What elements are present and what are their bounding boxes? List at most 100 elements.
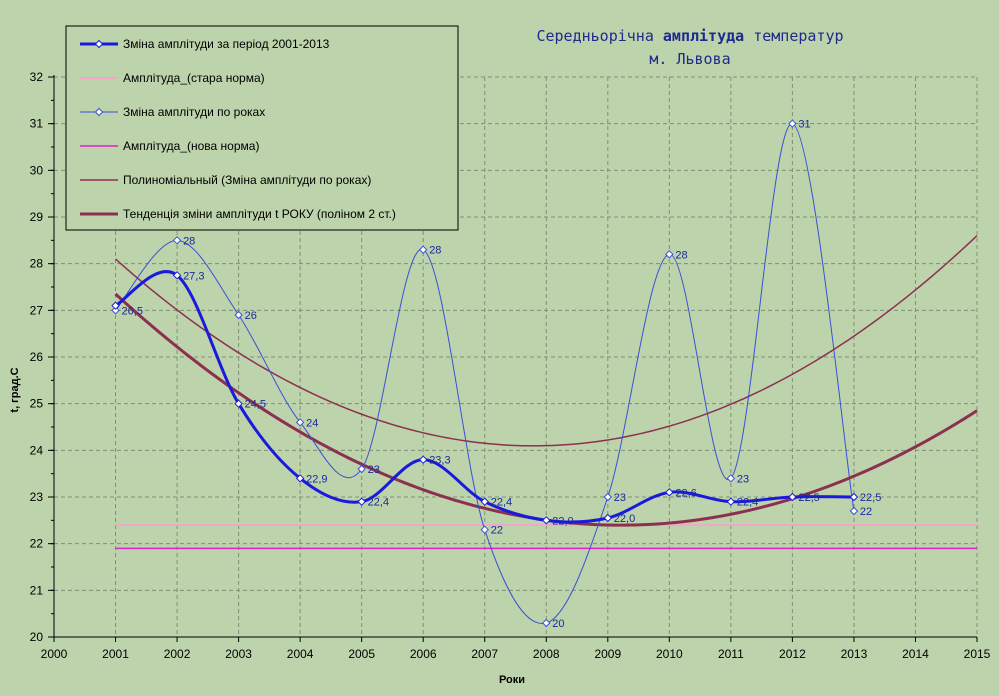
data-point-marker	[234, 399, 243, 408]
legend-marker	[94, 39, 104, 49]
data-point-marker	[172, 236, 182, 245]
data-labels: 26,5 28 26 24 23 28 22 20 23 28 23 31 22 27,3 24,5 22,9…	[122, 119, 882, 630]
data-point-marker	[603, 492, 613, 502]
axes: 2000 2001 2002 2003 2004 2005 2006 2007 2008 2009…	[30, 70, 991, 661]
data-point-marker	[172, 271, 182, 280]
legend-label: Тенденція зміни амплітуди t РОКУ (поліно…	[123, 207, 396, 221]
data-label: 28	[183, 235, 195, 247]
data-label: 22,4	[368, 497, 389, 509]
y-tick-label: 29	[30, 210, 44, 224]
series-line	[115, 123, 855, 624]
data-label: 23,3	[429, 455, 450, 467]
data-point-marker	[788, 492, 797, 502]
data-point-marker	[665, 250, 674, 259]
data-point-marker	[418, 245, 428, 254]
chart-title-line-2: м. Львова	[649, 50, 730, 68]
y-tick-label: 28	[30, 257, 44, 271]
y-axis-label: t, град.С	[9, 367, 21, 412]
data-point-marker	[111, 306, 120, 315]
x-tick-label: 2006	[410, 647, 437, 661]
title-run: м. Львова	[649, 50, 730, 68]
data-label: 23	[737, 473, 749, 485]
title-run: температур	[744, 27, 843, 45]
legend-label: Амплітуда_(нова норма)	[123, 139, 259, 153]
data-label: 20	[552, 618, 564, 630]
data-point-marker	[295, 418, 305, 427]
legend-marker	[94, 107, 104, 117]
legend-label: Зміна амплітуди за період 2001-2013	[123, 37, 330, 51]
x-tick-label: 2007	[471, 647, 498, 661]
x-tick-label: 2015	[964, 647, 991, 661]
x-tick-label: 2012	[779, 647, 806, 661]
title-run: амплітуда	[663, 27, 744, 45]
data-label: 31	[798, 119, 810, 131]
legend-label: Полиноміальный (Зміна амплітуди по роках…	[123, 173, 371, 187]
reference-lines	[115, 524, 977, 550]
legend-label: Зміна амплітуди по роках	[123, 105, 265, 119]
title-run: Середньорічна	[536, 27, 662, 45]
data-label: 27,3	[183, 270, 204, 282]
y-tick-label: 22	[30, 537, 44, 551]
data-point-marker	[849, 506, 859, 516]
x-tick-label: 2005	[348, 647, 375, 661]
data-label: 22	[860, 506, 872, 518]
data-label: 22,4	[737, 497, 758, 509]
series	[111, 119, 859, 628]
data-point-marker	[295, 474, 305, 483]
data-point-marker	[726, 497, 736, 506]
y-tick-label: 25	[30, 397, 44, 411]
series-line	[114, 270, 854, 524]
x-tick-label: 2003	[225, 647, 252, 661]
x-tick-label: 2014	[902, 647, 929, 661]
data-label: 22	[491, 525, 503, 537]
data-label: 22,5	[860, 492, 881, 504]
data-label: 23	[368, 464, 380, 476]
y-tick-label: 27	[30, 303, 44, 317]
y-tick-label: 26	[30, 350, 44, 364]
data-label: 28	[675, 249, 687, 261]
y-tick-label: 20	[30, 630, 44, 644]
data-label: 26,5	[122, 305, 143, 317]
x-tick-label: 2002	[164, 647, 191, 661]
x-tick-label: 2001	[102, 647, 129, 661]
data-label: 22,0	[614, 513, 635, 525]
data-label: 22,0	[552, 515, 573, 527]
data-label: 24	[306, 417, 318, 429]
x-tick-label: 2004	[287, 647, 314, 661]
y-tick-label: 32	[30, 70, 44, 84]
data-point-marker	[234, 310, 243, 320]
y-tick-label: 31	[30, 117, 44, 131]
data-point-marker	[665, 488, 674, 497]
data-point-marker	[480, 497, 489, 506]
data-point-marker	[603, 513, 613, 523]
legend-label: Амплітуда_(стара норма)	[123, 71, 265, 85]
data-label: 26	[245, 310, 257, 322]
y-tick-label: 24	[30, 443, 44, 457]
data-point-marker	[726, 474, 736, 483]
x-tick-label: 2013	[841, 647, 868, 661]
data-point-marker	[542, 516, 551, 525]
data-point-marker	[849, 492, 859, 502]
y-tick-label: 21	[30, 583, 44, 597]
data-point-marker	[542, 618, 551, 628]
x-axis-label: Роки	[499, 674, 525, 686]
data-point-marker	[357, 464, 366, 474]
data-label: 24,5	[245, 399, 266, 411]
data-label: 22,6	[675, 487, 696, 499]
data-point-marker	[111, 301, 120, 310]
data-label: 23	[614, 492, 626, 504]
data-label: 28	[429, 245, 441, 257]
data-point-marker	[357, 497, 366, 506]
data-label: 22,4	[491, 497, 512, 509]
y-tick-label: 30	[30, 163, 44, 177]
x-tick-label: 2011	[718, 647, 744, 661]
data-point-marker	[480, 525, 489, 534]
chart-title-line-1: Середньорічна амплітуда температур	[536, 27, 843, 45]
legend-box	[65, 25, 459, 231]
data-label: 22,5	[798, 492, 819, 504]
legend: Зміна амплітуди за період 2001-2013 Амплі…	[65, 25, 459, 231]
x-tick-label: 2000	[41, 647, 68, 661]
x-tick-label: 2009	[594, 647, 621, 661]
data-point-marker	[788, 119, 797, 128]
